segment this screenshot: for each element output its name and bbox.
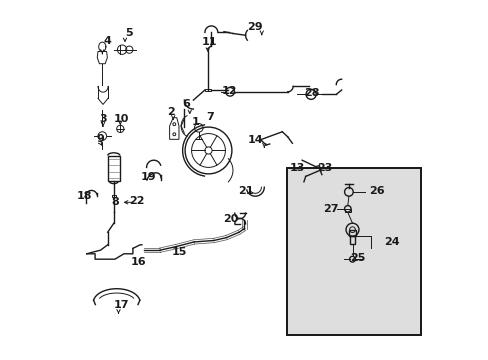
- Text: 25: 25: [349, 253, 365, 264]
- Text: 17: 17: [113, 300, 129, 310]
- Text: 10: 10: [113, 114, 129, 124]
- Text: 27: 27: [323, 204, 338, 214]
- Bar: [107, 156, 120, 181]
- Text: 1: 1: [192, 117, 200, 127]
- Text: 29: 29: [247, 22, 263, 32]
- Text: 20: 20: [223, 213, 238, 224]
- Text: 18: 18: [77, 191, 92, 201]
- Text: 3: 3: [99, 114, 106, 124]
- Bar: [344, 209, 350, 212]
- Text: 8: 8: [111, 197, 119, 207]
- Text: 12: 12: [221, 86, 237, 96]
- Text: 13: 13: [289, 163, 305, 174]
- Text: 6: 6: [182, 99, 190, 109]
- Text: 26: 26: [368, 186, 384, 196]
- Text: 19: 19: [140, 172, 156, 182]
- Text: 15: 15: [171, 247, 186, 257]
- Text: 22: 22: [128, 196, 144, 206]
- Bar: [286, 168, 420, 335]
- Text: 23: 23: [316, 163, 331, 174]
- Bar: [286, 168, 420, 335]
- Text: 2: 2: [166, 107, 174, 117]
- Bar: [348, 230, 355, 236]
- Text: 21: 21: [238, 186, 254, 196]
- Text: 14: 14: [247, 135, 263, 145]
- Text: 7: 7: [206, 112, 214, 122]
- Text: 9: 9: [96, 134, 104, 144]
- Text: 4: 4: [103, 36, 111, 46]
- Bar: [204, 89, 210, 91]
- Text: 16: 16: [130, 257, 146, 267]
- Text: 24: 24: [384, 237, 399, 247]
- Bar: [111, 195, 116, 197]
- Text: 28: 28: [304, 88, 319, 98]
- Text: 5: 5: [124, 28, 132, 39]
- Text: 11: 11: [202, 37, 217, 48]
- Bar: [349, 236, 354, 244]
